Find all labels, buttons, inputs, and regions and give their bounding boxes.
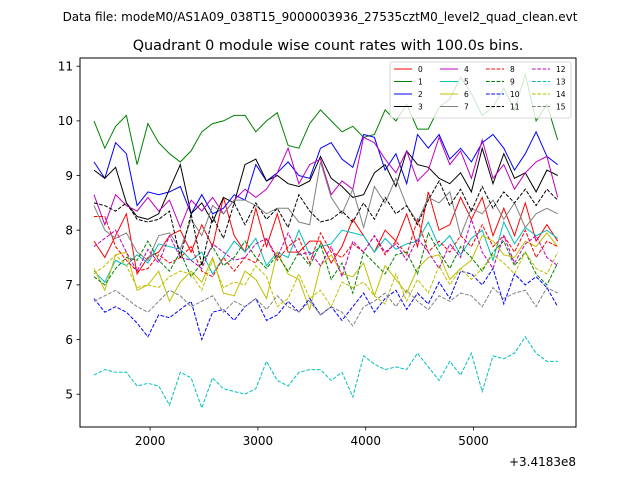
y-tick-label: 10 bbox=[58, 114, 73, 128]
series-line-3 bbox=[93, 146, 558, 224]
x-tick-label: 4000 bbox=[350, 434, 381, 448]
x-tick-label: 3000 bbox=[243, 434, 274, 448]
legend-label-0: 0 bbox=[418, 65, 423, 74]
legend-label-1: 1 bbox=[418, 77, 423, 86]
x-axis: 2000 3000 4000 5000 bbox=[135, 427, 489, 448]
figure-suptitle: Data file: modeM0/AS1A09_038T15_90000039… bbox=[63, 10, 578, 24]
series-line-4 bbox=[93, 135, 559, 229]
series-line-14 bbox=[93, 251, 559, 308]
series-line-13 bbox=[93, 335, 558, 410]
legend-label-5: 5 bbox=[464, 77, 469, 86]
series-line-12 bbox=[93, 217, 559, 279]
legend-label-11: 11 bbox=[510, 102, 520, 111]
legend-label-3: 3 bbox=[418, 102, 423, 111]
x-tick-label: 5000 bbox=[458, 434, 489, 448]
series-line-7 bbox=[93, 161, 558, 262]
legend-label-7: 7 bbox=[464, 102, 469, 111]
x-offset-label: +3.4183e8 bbox=[509, 455, 576, 469]
series-line-11 bbox=[93, 179, 559, 266]
legend-label-2: 2 bbox=[418, 90, 423, 99]
y-tick-label: 6 bbox=[65, 333, 73, 347]
y-axis: 5 6 7 8 9 10 11 bbox=[58, 60, 80, 402]
legend-label-15: 15 bbox=[556, 102, 566, 111]
series-line-6 bbox=[93, 232, 559, 312]
y-tick-label: 8 bbox=[65, 224, 73, 238]
plot-frame bbox=[79, 57, 577, 428]
y-tick-label: 9 bbox=[65, 169, 73, 183]
chart-title: Quadrant 0 module wise count rates with … bbox=[133, 38, 524, 54]
y-tick-label: 5 bbox=[65, 388, 73, 402]
series-line-5 bbox=[93, 220, 559, 283]
legend-label-14: 14 bbox=[556, 90, 566, 99]
legend-label-8: 8 bbox=[510, 65, 515, 74]
series-line-8 bbox=[94, 216, 558, 278]
series-line-15 bbox=[93, 286, 558, 327]
legend-box bbox=[389, 61, 572, 119]
series-line-10 bbox=[93, 267, 559, 342]
legend-label-13: 13 bbox=[556, 77, 566, 86]
series-layer bbox=[93, 72, 559, 410]
x-tick-label: 2000 bbox=[135, 434, 166, 448]
legend-label-9: 9 bbox=[510, 77, 515, 86]
legend-label-6: 6 bbox=[464, 90, 469, 99]
legend-label-10: 10 bbox=[510, 90, 520, 99]
y-tick-label: 7 bbox=[65, 278, 73, 292]
legend-label-12: 12 bbox=[556, 65, 566, 74]
legend-label-4: 4 bbox=[464, 65, 469, 74]
series-line-9 bbox=[93, 231, 559, 295]
y-tick-label: 11 bbox=[58, 60, 73, 74]
